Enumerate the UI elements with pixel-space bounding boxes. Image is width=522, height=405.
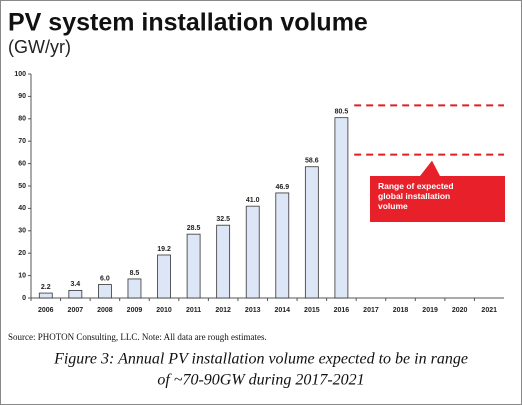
x-tick-label: 2008 — [97, 307, 113, 314]
x-tick-label: 2012 — [215, 307, 231, 314]
x-tick-label: 2018 — [393, 307, 409, 314]
value-label: 3.4 — [70, 281, 80, 288]
value-label: 28.5 — [187, 225, 201, 232]
source: Source: PHOTON Consulting, LLC. Note: Al… — [8, 332, 267, 342]
caption: Figure 3: Annual PV installation volume … — [53, 351, 468, 368]
chart-title: PV system installation volume — [8, 9, 368, 37]
x-tick-label: 2007 — [68, 307, 84, 314]
value-label: 46.9 — [275, 184, 289, 191]
x-tick-label: 2019 — [422, 307, 438, 314]
y-tick-label: 70 — [18, 138, 26, 145]
value-label: 8.5 — [130, 270, 140, 277]
value-label: 41.0 — [246, 197, 260, 204]
bar — [157, 254, 171, 299]
value-label: 32.5 — [216, 216, 230, 223]
value-label: 6.0 — [100, 275, 110, 282]
value-label: 80.5 — [335, 109, 349, 116]
y-tick-label: 0 — [22, 295, 26, 302]
callout — [370, 160, 505, 222]
x-tick-label: 2021 — [481, 307, 497, 314]
value-label: 2.2 — [41, 284, 51, 291]
x-tick-label: 2015 — [304, 307, 320, 314]
bar — [38, 292, 53, 299]
value-label: 19.2 — [157, 246, 171, 253]
bar — [245, 205, 260, 299]
x-tick-label: 2020 — [452, 307, 468, 314]
x-tick-label: 2010 — [156, 307, 172, 314]
bar — [275, 192, 290, 299]
bar — [68, 289, 83, 299]
y-tick-label: 10 — [18, 272, 26, 279]
value-label: 58.6 — [305, 158, 319, 165]
bar — [127, 278, 142, 299]
x-tick-label: 2013 — [245, 307, 261, 314]
y-tick-label: 90 — [18, 93, 26, 100]
bar — [186, 233, 201, 299]
x-tick-label: 2017 — [363, 307, 379, 314]
y-tick-label: 30 — [18, 228, 26, 235]
bar — [98, 284, 112, 299]
x-tick-label: 2011 — [186, 307, 201, 314]
x-tick-label: 2016 — [334, 307, 350, 314]
y-tick-label: 100 — [14, 71, 26, 78]
y-tick-label: 20 — [18, 250, 26, 257]
chart-subtitle: (GW/yr) — [8, 37, 71, 57]
y-tick-label: 80 — [18, 116, 26, 123]
bar — [334, 117, 349, 299]
x-tick-label: 2009 — [127, 307, 143, 314]
bar — [216, 224, 231, 299]
callout-text: Range of expected global installation volu… — [378, 181, 454, 211]
x-tick-label: 2006 — [38, 307, 54, 314]
y-tick-label: 60 — [18, 160, 26, 167]
x-tick-label: 2014 — [274, 307, 290, 314]
bar — [304, 166, 319, 299]
y-tick-label: 40 — [18, 205, 26, 212]
caption: of ~70-90GW during 2017-2021 — [157, 372, 364, 389]
y-tick-label: 50 — [18, 183, 26, 190]
